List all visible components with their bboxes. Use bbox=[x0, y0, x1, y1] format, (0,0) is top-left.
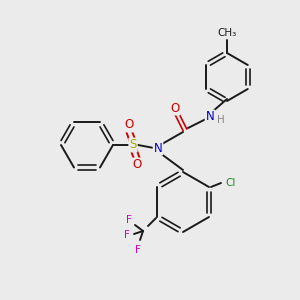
Text: Cl: Cl bbox=[226, 178, 236, 188]
Text: N: N bbox=[206, 110, 214, 124]
Text: CH₃: CH₃ bbox=[218, 28, 237, 38]
Text: H: H bbox=[217, 115, 225, 125]
Text: F: F bbox=[124, 230, 130, 240]
Text: F: F bbox=[135, 245, 141, 255]
Text: F: F bbox=[126, 215, 132, 225]
Text: O: O bbox=[124, 118, 134, 131]
Text: N: N bbox=[154, 142, 162, 154]
Text: S: S bbox=[129, 139, 137, 152]
Text: O: O bbox=[132, 158, 142, 172]
Text: O: O bbox=[170, 101, 180, 115]
